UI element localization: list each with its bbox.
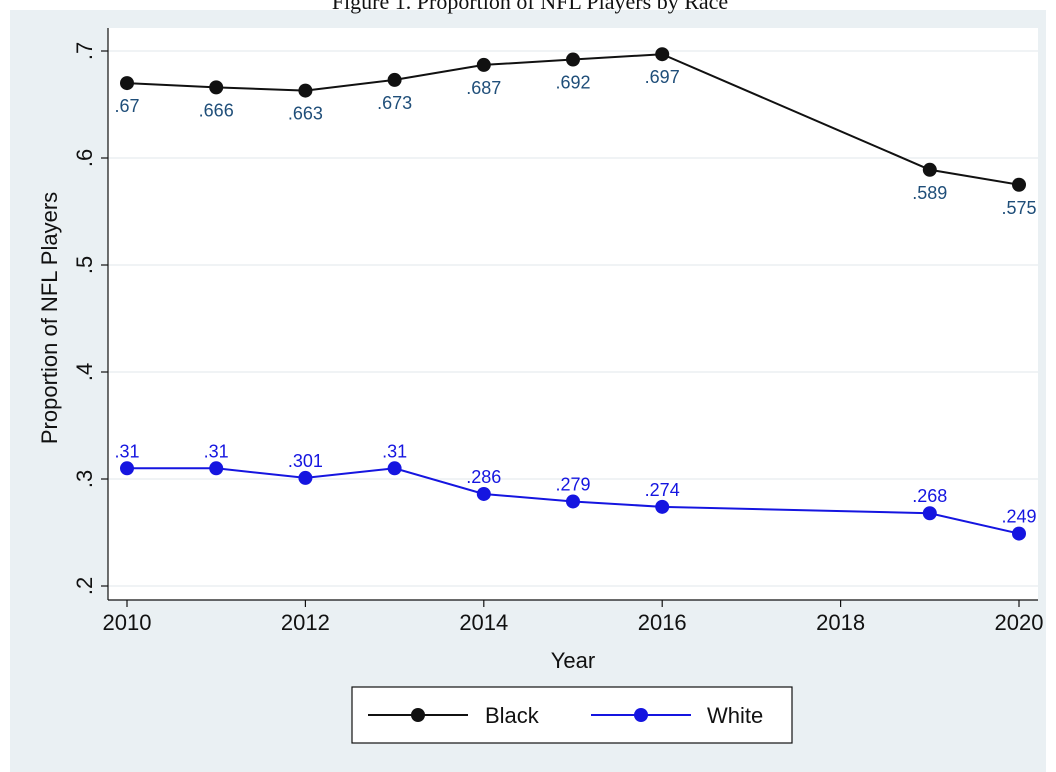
data-label-white: .301 xyxy=(288,451,323,471)
x-tick-label: 2018 xyxy=(816,610,865,635)
x-tick-label: 2016 xyxy=(638,610,687,635)
data-point-white xyxy=(566,494,580,509)
data-label-black: .67 xyxy=(114,96,139,116)
data-label-white: .31 xyxy=(114,441,139,461)
y-tick-label: .4 xyxy=(72,363,97,381)
data-label-white: .249 xyxy=(1001,507,1036,527)
data-point-white xyxy=(209,461,224,476)
data-point-white xyxy=(922,506,937,521)
data-label-black: .666 xyxy=(199,100,234,120)
data-label-black: .589 xyxy=(912,183,947,203)
gridlines xyxy=(108,50,1038,587)
data-label-black: .663 xyxy=(288,104,323,124)
data-point-white xyxy=(387,461,402,476)
data-point-white xyxy=(655,499,670,514)
data-point-black xyxy=(566,52,580,67)
data-point-white xyxy=(298,470,313,485)
data-label-black: .697 xyxy=(645,67,680,87)
y-tick-label: .5 xyxy=(72,256,97,274)
data-point-black xyxy=(387,72,402,87)
legend-black-label: Black xyxy=(485,703,540,728)
y-tick-label: .7 xyxy=(72,42,97,60)
data-point-black xyxy=(120,76,134,91)
data-point-black xyxy=(476,57,491,72)
data-label-white: .31 xyxy=(204,441,229,461)
data-point-white xyxy=(120,461,134,476)
legend-black-marker xyxy=(411,708,425,722)
data-label-white: .31 xyxy=(382,441,407,461)
legend: Black White xyxy=(351,686,793,744)
legend-white-label: White xyxy=(707,703,763,728)
data-point-black xyxy=(209,80,224,95)
data-point-white xyxy=(476,486,491,501)
plot-background xyxy=(108,28,1038,600)
data-label-black: .673 xyxy=(377,93,412,113)
x-tick-label: 2020 xyxy=(995,610,1044,635)
data-point-black xyxy=(655,47,670,62)
x-tick-label: 2012 xyxy=(281,610,330,635)
data-label-black: .575 xyxy=(1001,198,1036,218)
x-axis: 2010 2012 2014 2016 2018 2020 xyxy=(103,599,1044,635)
data-point-black xyxy=(922,162,937,177)
series-black: .67 .666 .663 .673 .687 .692 .697 .589 .575 xyxy=(114,47,1037,218)
y-tick-label: .2 xyxy=(72,577,97,595)
x-tick-label: 2010 xyxy=(103,610,152,635)
data-label-black: .687 xyxy=(466,78,501,98)
chart-title: Figure 1. Proportion of NFL Players by R… xyxy=(332,0,728,14)
data-label-white: .274 xyxy=(645,480,680,500)
series-layer: .67.666.663.673.687.692.697.589.575.31.3… xyxy=(114,47,1037,541)
data-point-black xyxy=(298,83,313,98)
legend-white-marker xyxy=(634,708,648,722)
series-white: .31 .31 .301 .31 .286 .279 .274 .268 .249 xyxy=(114,441,1037,541)
data-point-white xyxy=(1012,526,1026,541)
y-tick-label: .6 xyxy=(72,149,97,167)
y-tick-label: .3 xyxy=(72,470,97,488)
y-axis-title: Proportion of NFL Players xyxy=(37,192,62,444)
x-axis-title: Year xyxy=(551,648,595,673)
data-point-black xyxy=(1012,177,1026,192)
data-label-white: .279 xyxy=(555,474,590,494)
data-label-black: .692 xyxy=(555,73,590,93)
data-label-white: .286 xyxy=(466,467,501,487)
data-label-white: .268 xyxy=(912,486,947,506)
x-tick-label: 2014 xyxy=(459,610,508,635)
y-axis: .2 .3 .4 .5 .6 .7 xyxy=(72,28,109,600)
plot-area: .2 .3 .4 .5 .6 .7 2010 2012 2014 2016 2018 2020 .6… xyxy=(72,28,1043,635)
